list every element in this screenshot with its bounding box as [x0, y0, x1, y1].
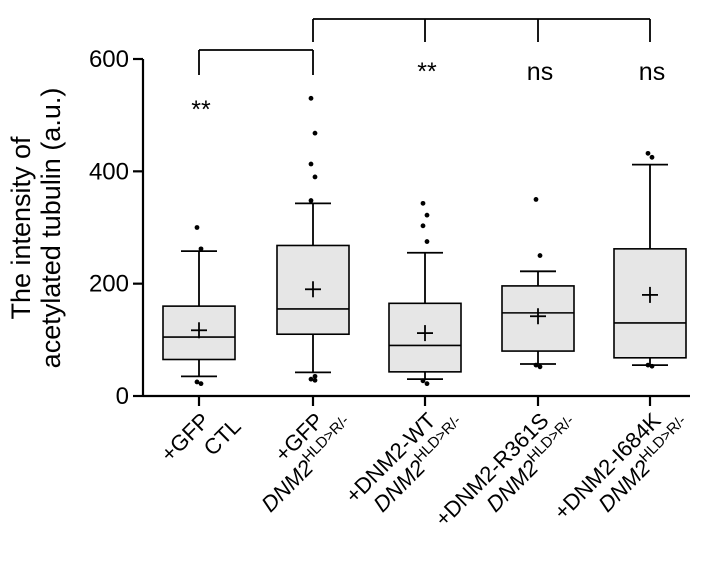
- outlier-point: [308, 95, 314, 101]
- box-iqr: [613, 248, 687, 359]
- category-label: CTL+GFP: [156, 408, 246, 467]
- outlier-point: [537, 253, 543, 258]
- outlier-point: [308, 161, 314, 167]
- outlier-point: [312, 130, 318, 136]
- significance-label: ns: [639, 58, 665, 86]
- outlier-point: [198, 246, 204, 252]
- outlier-point: [533, 362, 539, 368]
- outlier-point: [420, 200, 426, 206]
- outlier-point: [537, 364, 543, 370]
- outlier-point: [649, 154, 655, 160]
- significance-label: **: [191, 96, 211, 124]
- outlier-point: [308, 376, 314, 382]
- outlier-point: [645, 150, 651, 156]
- category-label: DNM2HLD>R/-+DNM2-I684K: [549, 408, 690, 525]
- y-tick-label: 400: [89, 158, 129, 185]
- outlier-point: [424, 239, 430, 244]
- outlier-point: [424, 381, 430, 387]
- category-label: DNM2HLD>R/-+GFP: [256, 408, 352, 517]
- outlier-point: [308, 198, 314, 203]
- significance-label: ns: [527, 58, 553, 86]
- outlier-point: [312, 174, 318, 180]
- outlier-point: [420, 378, 426, 384]
- outlier-point: [198, 381, 204, 387]
- y-tick-label: 0: [116, 383, 129, 410]
- box-iqr: [388, 302, 462, 373]
- y-tick-label: 200: [89, 271, 129, 298]
- outlier-point: [420, 223, 426, 229]
- y-axis-label-line: acetylated tubulin (a.u.): [36, 88, 66, 369]
- outlier-point: [312, 377, 318, 383]
- outlier-point: [312, 373, 318, 379]
- outlier-point: [649, 363, 655, 369]
- outlier-point: [645, 362, 651, 368]
- y-axis-label-line: The intensity of: [6, 136, 36, 320]
- outlier-point: [194, 225, 200, 230]
- outlier-point: [533, 197, 539, 202]
- outlier-point: [194, 379, 200, 385]
- outlier-point: [424, 212, 430, 218]
- significance-label: **: [417, 58, 437, 86]
- y-tick-label: 600: [89, 46, 129, 73]
- y-axis-label: The intensity ofacetylated tubulin (a.u.…: [6, 88, 66, 369]
